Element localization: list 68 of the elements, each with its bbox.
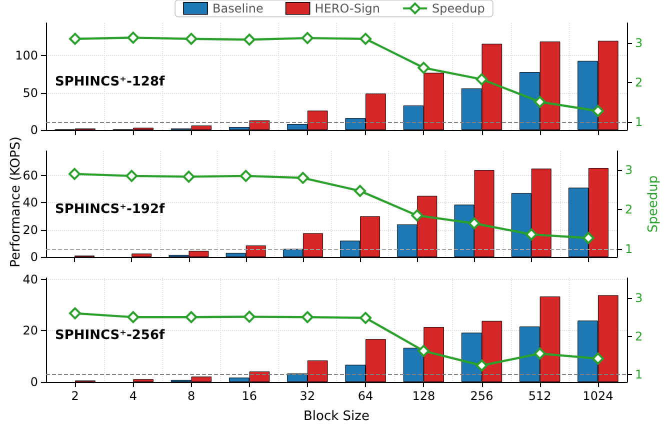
point [126,170,138,182]
x-tick-label: 32 [300,389,316,403]
point [127,311,140,324]
point [411,209,424,222]
text: SPHINCS⁺-192f [55,202,166,218]
y2-tick-label: 1 [635,115,643,130]
point [468,217,480,230]
point [243,310,256,323]
x-tick-label: 4 [129,389,137,403]
point [525,228,538,240]
point [592,104,604,117]
point [301,311,314,324]
text: SPHINCS⁺-256f [55,328,166,344]
y2-tick-label: 2 [635,75,643,90]
y-tick-label: 60 [22,168,38,182]
point [127,32,140,44]
point [592,352,604,365]
point [296,172,309,184]
legend-label: Speedup [432,1,485,16]
legend-label: Baseline [212,1,264,16]
x-tick-label: 8 [187,389,196,403]
x-axis-title: Block Size [304,409,370,424]
point [240,170,252,182]
point [301,32,314,44]
y2-tick-label: 1 [625,242,633,256]
point [360,32,372,45]
y-tick-label: 0 [30,250,38,264]
y2-axis-title: Speedup [646,175,661,233]
point [185,32,198,45]
point [418,344,430,357]
y-tick-label: 40 [22,196,38,210]
y-tick-label: 100 [15,48,38,63]
y2-tick-label: 3 [635,290,643,305]
x-tick-label: 16 [242,389,257,403]
y-tick-label: 20 [22,222,38,237]
point [476,73,488,86]
y2-tick-label: 2 [625,202,633,217]
point [534,96,546,108]
point [243,34,256,46]
point [69,307,82,320]
x-tick-label: 64 [358,389,374,403]
point [354,184,366,197]
point [68,168,81,180]
y-tick-label: 40 [22,272,38,286]
point [418,62,430,74]
y2-tick-label: 2 [635,329,643,344]
x-tick-label: 1024 [582,389,614,403]
y-tick-label: 0 [30,375,38,389]
point [360,312,372,324]
point [534,348,546,360]
x-tick-label: 256 [470,389,494,403]
y-tick-label: 0 [30,123,38,137]
point [476,360,488,372]
y-tick-label: 50 [22,86,38,100]
x-tick-label: 512 [528,389,552,403]
point [582,232,594,244]
legend-label: HERO-Sign [314,1,380,16]
x-tick-label: 128 [412,389,436,403]
y2-tick-label: 3 [625,162,633,177]
y2-tick-label: 1 [635,368,643,382]
y-axis-title: Performance (KOPS) [8,136,24,267]
y-tick-label: 20 [22,324,38,338]
point [182,170,195,183]
point [185,311,198,324]
text: SPHINCS⁺-128f [55,74,166,90]
x-tick-label: 2 [71,389,79,403]
y2-tick-label: 3 [635,36,643,50]
point [69,32,82,45]
